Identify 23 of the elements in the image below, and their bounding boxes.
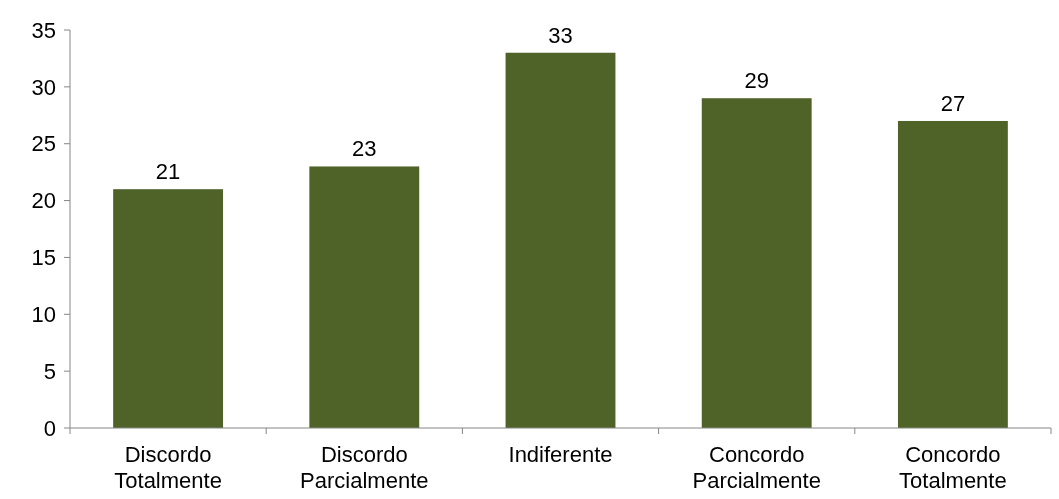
y-tick-label: 0 bbox=[43, 415, 56, 441]
y-tick-label: 35 bbox=[31, 17, 56, 43]
y-tick-label: 25 bbox=[31, 131, 56, 157]
data-label: 21 bbox=[155, 159, 181, 185]
data-label: 33 bbox=[548, 22, 573, 48]
bar bbox=[309, 166, 420, 428]
bar bbox=[701, 98, 812, 428]
data-label: 29 bbox=[744, 68, 769, 94]
y-tick-label: 15 bbox=[31, 245, 56, 271]
x-tick-label: Concordo Parcialmente bbox=[692, 442, 821, 493]
data-label: 27 bbox=[940, 90, 966, 116]
x-tick-label: Discordo Totalmente bbox=[114, 442, 222, 493]
x-tick-label: Discordo Parcialmente bbox=[300, 442, 429, 493]
bar bbox=[897, 120, 1008, 428]
bar bbox=[505, 52, 616, 428]
y-tick-label: 20 bbox=[31, 188, 56, 214]
y-tick-label: 10 bbox=[31, 301, 56, 327]
data-label: 23 bbox=[352, 136, 377, 162]
bar bbox=[113, 189, 224, 428]
y-tick-label: 5 bbox=[43, 358, 56, 384]
x-tick-label: Indiferente bbox=[508, 442, 613, 467]
x-tick-label: Concordo Totalmente bbox=[899, 442, 1007, 493]
y-tick-label: 30 bbox=[31, 74, 56, 100]
